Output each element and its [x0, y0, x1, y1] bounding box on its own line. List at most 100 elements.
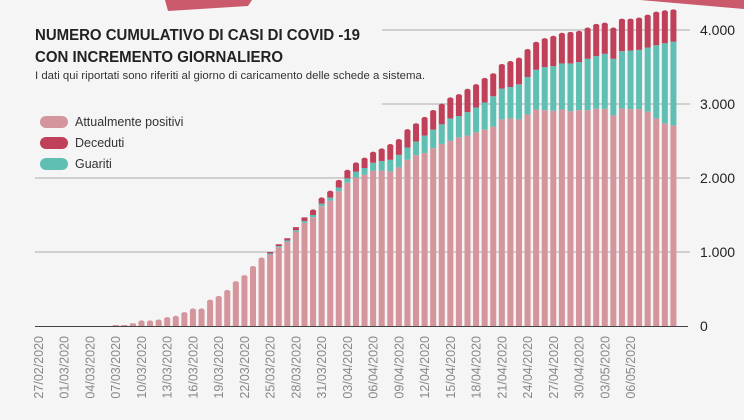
bar-segment-attualmente-positivi: [498, 119, 505, 326]
bar-segment-attualmente-positivi: [404, 159, 411, 326]
bar-stack: 20/04/2020: [490, 73, 497, 326]
bar-segment-deceduti: [378, 149, 385, 161]
bar-segment-attualmente-positivi: [567, 111, 574, 326]
bar-stack: 11/04/2020: [413, 123, 420, 326]
x-tick-label: 16/03/2020: [186, 336, 200, 399]
bar-segment-deceduti: [507, 62, 514, 87]
bar-stack: 07/04/2020: [378, 148, 385, 326]
bar-segment-deceduti: [670, 10, 677, 42]
bar-cap: [395, 139, 402, 144]
bar-cap: [430, 109, 437, 114]
bar-segment-deceduti: [661, 11, 668, 44]
bar-segment-attualmente-positivi: [335, 191, 342, 326]
bar-cap: [147, 320, 154, 325]
bar-cap: [172, 315, 179, 320]
bar-cap: [447, 97, 454, 102]
bar-segment-guariti: [584, 58, 591, 111]
bar-stack: 20/03/2020: [224, 289, 231, 326]
legend-swatch-deceduti: [40, 137, 68, 149]
bar-segment-deceduti: [430, 111, 437, 130]
bar-stack: 17/04/2020: [464, 88, 471, 326]
bar-segment-deceduti: [335, 181, 342, 188]
x-tick-label: 27/04/2020: [547, 336, 561, 399]
bar-stack: 31/03/2020: [318, 197, 325, 326]
bar-segment-attualmente-positivi: [455, 137, 462, 326]
legend-label-positivi: Attualmente positivi: [75, 115, 183, 129]
bar-stack: 28/03/2020: [292, 227, 299, 326]
bar-segment-attualmente-positivi: [661, 123, 668, 326]
bar-stack: 30/03/2020: [310, 209, 317, 326]
bar-segment-attualmente-positivi: [275, 247, 282, 326]
bar-stack: 26/03/2020: [275, 244, 282, 326]
bar-cap: [215, 295, 222, 300]
bar-segment-guariti: [301, 221, 308, 223]
bar-segment-attualmente-positivi: [670, 125, 677, 326]
bar-segment-attualmente-positivi: [507, 118, 514, 327]
bar-cap: [232, 281, 239, 286]
x-tick-label: 04/03/2020: [83, 336, 97, 399]
bar-stack: 01/05/2020: [584, 27, 591, 326]
legend-label-deceduti: Deceduti: [75, 136, 124, 150]
bar-segment-guariti: [644, 47, 651, 112]
bar-cap: [481, 77, 488, 82]
bar-segment-attualmente-positivi: [267, 254, 274, 326]
bar-stack: 16/03/2020: [189, 308, 196, 326]
bar-cap: [507, 60, 514, 65]
bar-segment-guariti: [455, 116, 462, 138]
bar-segment-guariti: [464, 112, 471, 136]
bar-cap: [455, 94, 462, 99]
bar-segment-guariti: [473, 107, 480, 133]
bar-cap: [198, 308, 205, 313]
legend-swatch-guariti: [40, 158, 68, 170]
bar-segment-guariti: [567, 63, 574, 112]
bar-cap: [370, 151, 377, 156]
bar-stack: 05/05/2020: [618, 18, 625, 326]
bar-cap: [387, 144, 394, 149]
bar-cap: [189, 308, 196, 313]
bar-cap: [610, 27, 617, 32]
x-tick-label: 09/04/2020: [392, 336, 406, 399]
bar-segment-guariti: [438, 124, 445, 144]
y-tick-label: 1.000: [700, 244, 735, 260]
bar-stack: 26/04/2020: [541, 38, 548, 326]
bar-segment-attualmente-positivi: [421, 153, 428, 326]
bar-stack: 10/03/2020: [138, 320, 145, 326]
bar-segment-guariti: [498, 88, 505, 120]
bar-segment-attualmente-positivi: [112, 324, 119, 326]
x-tick-label: 03/04/2020: [341, 336, 355, 399]
decorative-banner-right: [640, 0, 744, 9]
bar-segment-deceduti: [567, 33, 574, 64]
bar-stack: 13/03/2020: [164, 317, 171, 326]
bar-stack: 22/03/2020: [241, 275, 248, 326]
bar-stack: 22/04/2020: [507, 60, 514, 327]
bar-segment-deceduti: [636, 19, 643, 50]
bar-segment-deceduti: [498, 65, 505, 89]
chart-subtitle: I dati qui riportati sono riferiti al gi…: [35, 70, 425, 82]
bar-segment-guariti: [413, 141, 420, 156]
bar-cap: [241, 275, 248, 280]
bar-segment-attualmente-positivi: [601, 108, 608, 326]
bar-segment-deceduti: [584, 29, 591, 59]
x-tick-label: 19/03/2020: [212, 336, 226, 399]
bar-segment-deceduti: [593, 25, 600, 57]
bar-stack: 05/04/2020: [361, 157, 368, 326]
x-tick-label: 22/03/2020: [238, 336, 252, 399]
bar-cap: [207, 299, 214, 304]
bar-segment-guariti: [370, 162, 377, 171]
bar-cap: [438, 103, 445, 108]
bar-stack: 04/04/2020: [352, 162, 359, 326]
legend-label-guariti: Guariti: [75, 157, 112, 171]
bar-segment-guariti: [344, 178, 351, 183]
bar-segment-deceduti: [438, 105, 445, 125]
bar-stack: 30/04/2020: [576, 30, 583, 326]
bar-stack: 06/04/2020: [370, 151, 377, 326]
bar-stack: 12/03/2020: [155, 319, 162, 326]
bar-segment-attualmente-positivi: [413, 155, 420, 326]
bar-segment-guariti: [533, 69, 540, 110]
bar-stack: 04/05/2020: [610, 27, 617, 327]
bar-segment-attualmente-positivi: [352, 177, 359, 326]
bar-cap: [576, 30, 583, 35]
bar-segment-guariti: [421, 135, 428, 154]
y-tick-label: 3.000: [700, 96, 735, 112]
bar-segment-deceduti: [533, 43, 540, 70]
